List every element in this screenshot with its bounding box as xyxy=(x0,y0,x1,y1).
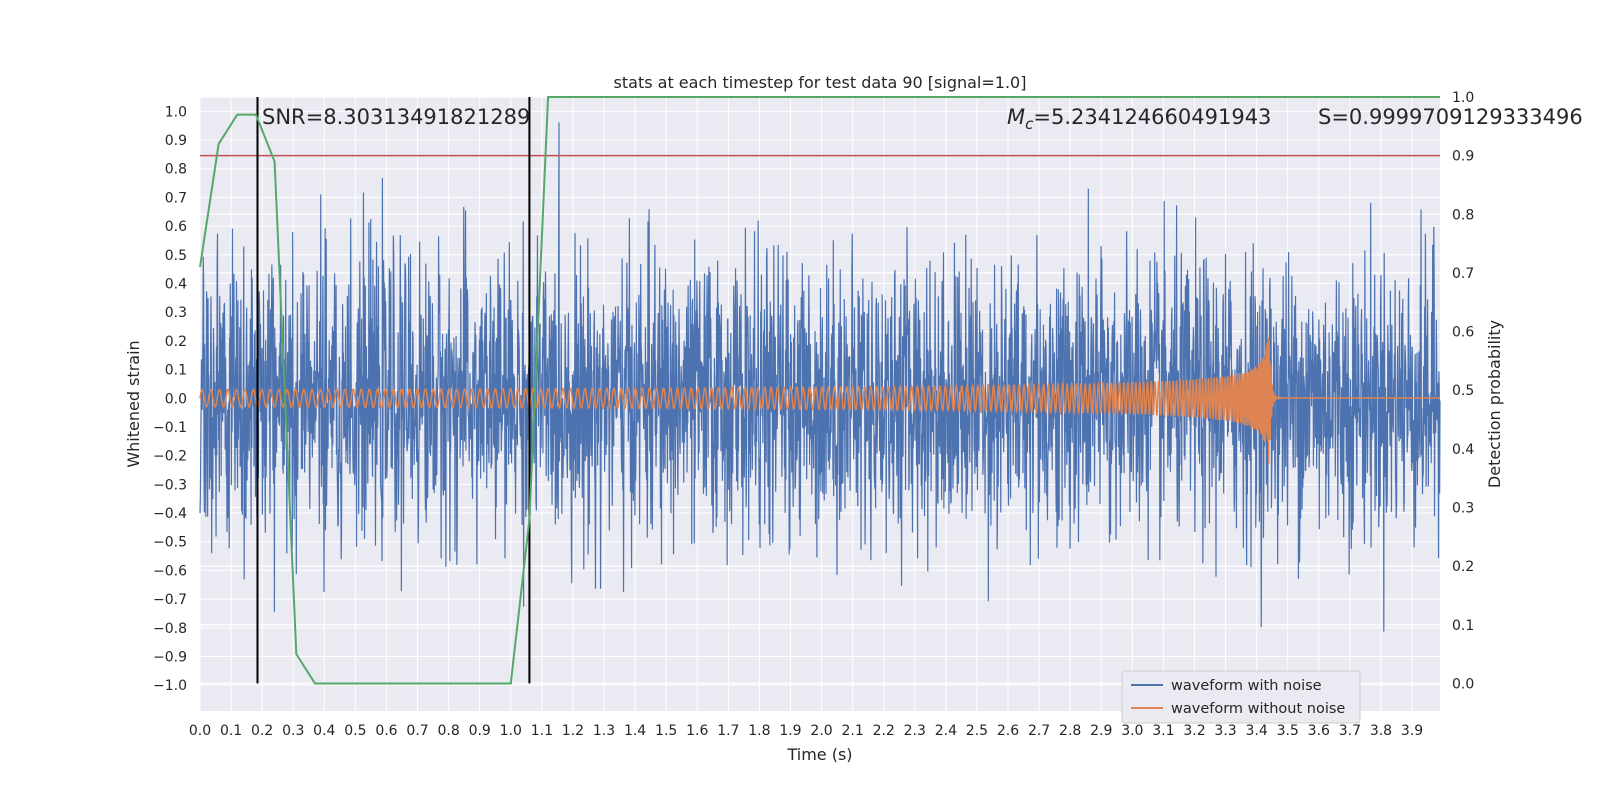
x-tick-label: 3.9 xyxy=(1401,723,1423,739)
detection-probability-line xyxy=(199,96,1440,685)
x-tick-label: 3.1 xyxy=(1152,723,1174,739)
x-tick-label: 2.3 xyxy=(904,723,926,739)
x-tick-label: 1.7 xyxy=(717,723,739,739)
x-tick-label: 1.3 xyxy=(593,723,615,739)
tick-labels: 0.0 0.1 0.2 0.3 0.4 0.5 0.6 0.7 0.8 0.9 1.0 1.1 1.2 1… xyxy=(153,90,1474,739)
legend-label-clean: waveform without noise xyxy=(1171,701,1345,717)
y-tick-label-left: 0.3 xyxy=(165,305,187,321)
reference-lines-layer xyxy=(200,97,1440,684)
y-tick-label-left: 0.0 xyxy=(165,391,187,407)
y-tick-label-right: 0.4 xyxy=(1452,442,1474,458)
y-tick-label-left: 0.6 xyxy=(165,219,187,235)
x-tick-label: 2.8 xyxy=(1059,723,1081,739)
chirp-mass-value: =5.234124660491943 xyxy=(1033,105,1271,129)
y-tick-label-right: 0.2 xyxy=(1452,559,1474,575)
y-tick-label-left: −0.4 xyxy=(153,506,187,522)
snr-annotation: SNR=8.30313491821289 xyxy=(262,105,530,129)
y-tick-label-right: 0.7 xyxy=(1452,266,1474,282)
y-tick-label-right: 0.8 xyxy=(1452,207,1474,223)
chart-title: stats at each timestep for test data 90 … xyxy=(614,73,1027,92)
y-tick-label-right: 0.9 xyxy=(1452,149,1474,165)
chirp-mass-symbol: M xyxy=(1007,105,1025,129)
x-tick-label: 2.4 xyxy=(935,723,957,739)
y-tick-label-right: 0.3 xyxy=(1452,501,1474,517)
x-tick-label: 0.5 xyxy=(344,723,366,739)
y-tick-label-left: −0.1 xyxy=(153,420,187,436)
x-tick-label: 0.6 xyxy=(375,723,397,739)
y-tick-label-left: −1.0 xyxy=(153,678,187,694)
y-tick-label-right: 0.0 xyxy=(1452,676,1474,692)
legend-box xyxy=(1121,670,1361,724)
x-tick-label: 2.9 xyxy=(1090,723,1112,739)
clean-series-layer xyxy=(199,337,1440,464)
y-tick-label-left: 1.0 xyxy=(165,104,187,120)
y-tick-label-left: 0.5 xyxy=(165,248,187,264)
x-tick-label: 3.7 xyxy=(1339,723,1361,739)
y-tick-label-left: 0.2 xyxy=(165,334,187,350)
x-tick-label: 0.7 xyxy=(406,723,428,739)
clean-waveform-line xyxy=(199,337,1440,464)
y-tick-label-left: −0.7 xyxy=(153,592,187,608)
x-tick-label: 3.8 xyxy=(1370,723,1392,739)
y-tick-label-left: 0.4 xyxy=(165,276,187,292)
x-tick-label: 0.8 xyxy=(437,723,459,739)
y-tick-label-left: 0.8 xyxy=(165,162,187,178)
y-tick-label-left: −0.9 xyxy=(153,649,187,665)
x-tick-label: 1.9 xyxy=(779,723,801,739)
y-tick-label-right: 0.1 xyxy=(1452,618,1474,634)
y-axis-label-right: Detection probability xyxy=(1485,320,1504,488)
x-tick-label: 2.2 xyxy=(873,723,895,739)
x-tick-label: 2.1 xyxy=(841,723,863,739)
y-tick-label-left: −0.5 xyxy=(153,535,187,551)
x-tick-label: 0.0 xyxy=(189,723,211,739)
y-tick-label-left: 0.1 xyxy=(165,363,187,379)
x-tick-label: 1.1 xyxy=(531,723,553,739)
x-axis-label: Time (s) xyxy=(786,745,852,764)
x-tick-label: 2.0 xyxy=(810,723,832,739)
x-tick-label: 3.2 xyxy=(1183,723,1205,739)
x-tick-label: 0.9 xyxy=(469,723,491,739)
x-tick-label: 3.5 xyxy=(1277,723,1299,739)
x-tick-label: 1.2 xyxy=(562,723,584,739)
y-tick-label-right: 0.6 xyxy=(1452,325,1474,341)
y-tick-label-right: 1.0 xyxy=(1452,90,1474,106)
y-tick-label-left: −0.3 xyxy=(153,477,187,493)
x-tick-label: 3.3 xyxy=(1214,723,1236,739)
x-tick-label: 2.7 xyxy=(1028,723,1050,739)
probability-series-layer xyxy=(199,96,1440,685)
y-tick-label-left: −0.6 xyxy=(153,563,187,579)
chirp-mass-annotation: Mc=5.234124660491943 xyxy=(1007,105,1271,133)
y-tick-label-left: 0.9 xyxy=(165,133,187,149)
y-tick-label-right: 0.5 xyxy=(1452,383,1474,399)
x-tick-label: 3.4 xyxy=(1246,723,1268,739)
score-annotation: S=0.9999709129333496 xyxy=(1318,105,1583,129)
x-tick-label: 0.3 xyxy=(282,723,304,739)
x-tick-label: 0.1 xyxy=(220,723,242,739)
x-tick-label: 1.5 xyxy=(655,723,677,739)
y-tick-label-left: −0.2 xyxy=(153,449,187,465)
chirp-mass-subscript: c xyxy=(1025,115,1034,133)
y-tick-label-left: 0.7 xyxy=(165,190,187,206)
x-tick-label: 3.6 xyxy=(1308,723,1330,739)
x-tick-label: 2.5 xyxy=(966,723,988,739)
y-axis-label-left: Whitened strain xyxy=(124,340,143,467)
x-tick-label: 3.0 xyxy=(1121,723,1143,739)
legend: waveform with noise waveform without noi… xyxy=(1121,670,1361,724)
y-tick-label-left: −0.8 xyxy=(153,621,187,637)
x-tick-label: 1.0 xyxy=(500,723,522,739)
x-tick-label: 0.4 xyxy=(313,723,335,739)
x-tick-label: 2.6 xyxy=(997,723,1019,739)
x-tick-label: 0.2 xyxy=(251,723,273,739)
x-tick-label: 1.6 xyxy=(686,723,708,739)
x-tick-label: 1.8 xyxy=(748,723,770,739)
legend-label-noise: waveform with noise xyxy=(1171,678,1322,694)
x-tick-label: 1.4 xyxy=(624,723,646,739)
